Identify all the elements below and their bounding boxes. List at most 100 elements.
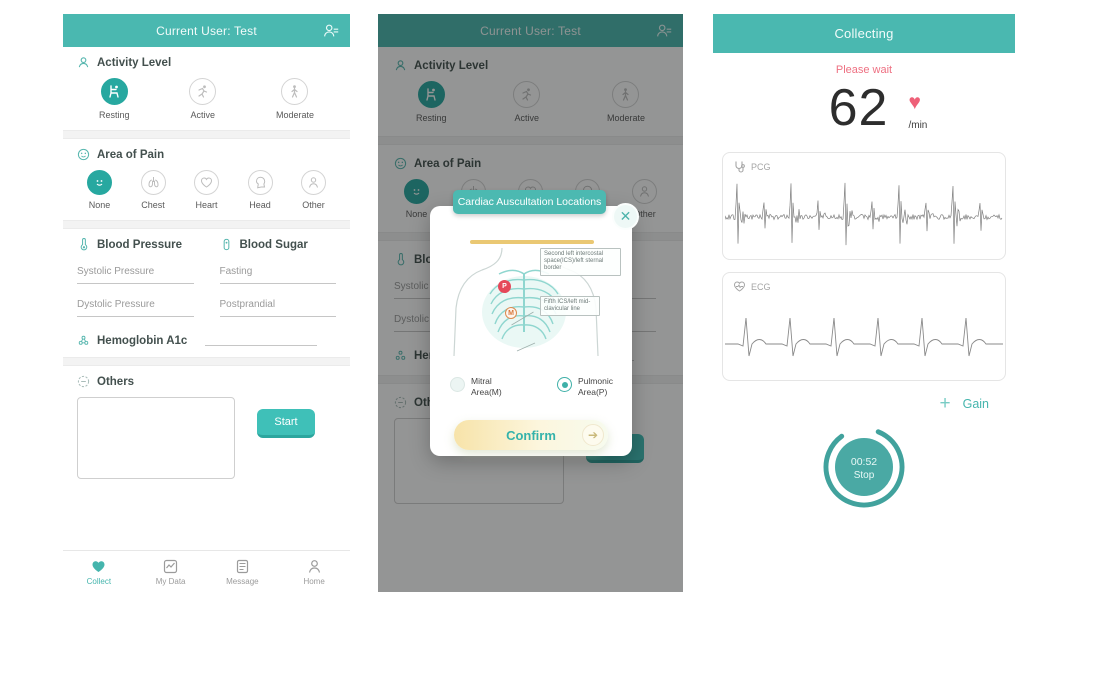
person-icon [632,179,657,204]
screen-collecting: Collecting Please wait 62 ♥ /min PCG ECG [713,14,1015,578]
separator [63,357,350,366]
start-button[interactable]: Start [257,409,315,438]
activity-section: Activity Level Resting Active Moderate [378,47,683,136]
nav-item-my-data[interactable]: My Data [135,551,207,592]
option-label: Moderate [275,110,314,120]
timer-action: Stop [854,470,875,481]
status-text: Please wait [835,64,893,76]
header: Current User: Test [63,14,350,47]
head-icon [247,170,273,195]
postprandial-input[interactable]: Postprandial [219,299,336,317]
others-section: Others Start [63,366,350,489]
option-label: Head [249,200,271,210]
heart-icon [92,560,105,572]
dystolic-input[interactable]: Dystolic Pressure [77,299,194,317]
timer-time: 00:52 [851,456,877,468]
pain-option-other[interactable]: Other [301,170,326,210]
thermometer-icon [80,238,88,251]
plus-icon[interactable]: + [939,393,951,415]
close-icon[interactable]: ✕ [612,203,639,230]
molecule-icon [395,350,406,360]
blood-pressure-title: Blood Pressure [97,238,182,251]
heart-icon: ♥ [908,91,921,114]
placeholder: Dystolic Pressure [77,299,155,310]
placeholder: Postprandial [219,299,276,310]
pulmonic-marker[interactable]: P [498,280,511,293]
running-icon [189,78,217,105]
mitral-marker[interactable]: M [505,307,517,319]
activity-option-moderate[interactable]: Moderate [276,78,314,120]
screen-collect-form: Current User: Test Activity Level [63,14,350,592]
fasting-input[interactable]: Fasting [219,266,336,284]
option-label: None [88,200,111,210]
pain-option-heart[interactable]: Heart [194,170,219,210]
others-title: Others [97,375,135,388]
pcg-label: PCG [751,161,771,172]
placeholder: Fasting [219,266,253,277]
hemoglobin-title: Hemoglobin A1c [97,334,188,347]
others-textarea[interactable] [77,397,235,479]
input-underline [77,310,194,317]
stethoscope-icon [735,161,745,173]
separator [63,130,350,139]
smiley-icon [87,170,112,195]
pain-title: Area of Pain [97,148,165,161]
person-icon [78,57,89,68]
confirm-button[interactable]: Confirm ➔ [454,420,608,450]
notes-icon [394,396,407,409]
confirm-label: Confirm [506,427,556,443]
annotation-fifth-ics: Fifth ICS/left mid-clavicular line [540,296,600,317]
blood-pressure-column: Blood Pressure Systolic Pressure Dystoli… [77,238,194,317]
pain-option-none[interactable]: None [87,170,112,210]
nav-item-collect[interactable]: Collect [63,551,135,592]
option-label: Active [514,113,539,123]
stop-timer-button[interactable]: 00:52 Stop [820,423,908,511]
activity-option-active[interactable]: Active [189,78,217,120]
hemoglobin-input[interactable] [205,336,318,346]
heart-rate-block: 62 ♥ /min [727,79,1015,137]
molecule-icon [78,335,89,345]
ecg-waveform [725,318,1003,357]
pain-option-head[interactable]: Head [247,170,273,210]
walking-icon [281,78,309,105]
systolic-input[interactable]: Systolic Pressure [77,266,194,284]
radio-mitral-area[interactable]: Mitral Area(M) [450,376,515,397]
document-icon [236,559,248,573]
screen-auscultation-modal: Current User: Test Activity Level Restin… [378,14,683,592]
smiley-icon [404,179,429,204]
input-underline [219,310,336,317]
heart-pulse-icon [733,281,746,292]
activity-option-resting: Resting [416,81,447,123]
person-icon [308,559,320,573]
pain-title: Area of Pain [414,157,482,170]
switch-user-icon[interactable] [322,22,340,40]
activity-option-active: Active [513,81,541,123]
activity-section: Activity Level Resting Active [63,47,350,130]
pain-section: Area of Pain None Chest [63,139,350,220]
radio-label: Pulmonic Area(P) [578,376,613,397]
pain-option-none: None [404,179,429,219]
nav-item-home[interactable]: Home [278,551,350,592]
radio-pulmonic-area[interactable]: Pulmonic Area(P) [557,376,622,397]
modal-title: Cardiac Auscultation Locations [453,190,606,214]
blood-sugar-title: Blood Sugar [239,238,308,251]
running-icon [513,81,541,108]
person-icon [395,60,406,71]
nav-label: My Data [155,576,186,586]
activity-option-moderate: Moderate [607,81,645,123]
nav-item-message[interactable]: Message [207,551,279,592]
activity-title: Activity Level [97,56,172,69]
pain-option-chest[interactable]: Chest [140,170,166,210]
option-label: Other [633,209,656,219]
gain-button[interactable]: Gain [962,396,989,411]
option-label: None [405,209,428,219]
activity-option-resting[interactable]: Resting [99,78,130,120]
header: Current User: Test [378,14,683,47]
smiley-icon [77,148,90,161]
arrow-right-icon: ➔ [582,424,604,446]
input-underline [219,277,336,284]
notes-icon [77,375,90,388]
separator [378,136,683,145]
modal-accent-bar [470,240,594,244]
